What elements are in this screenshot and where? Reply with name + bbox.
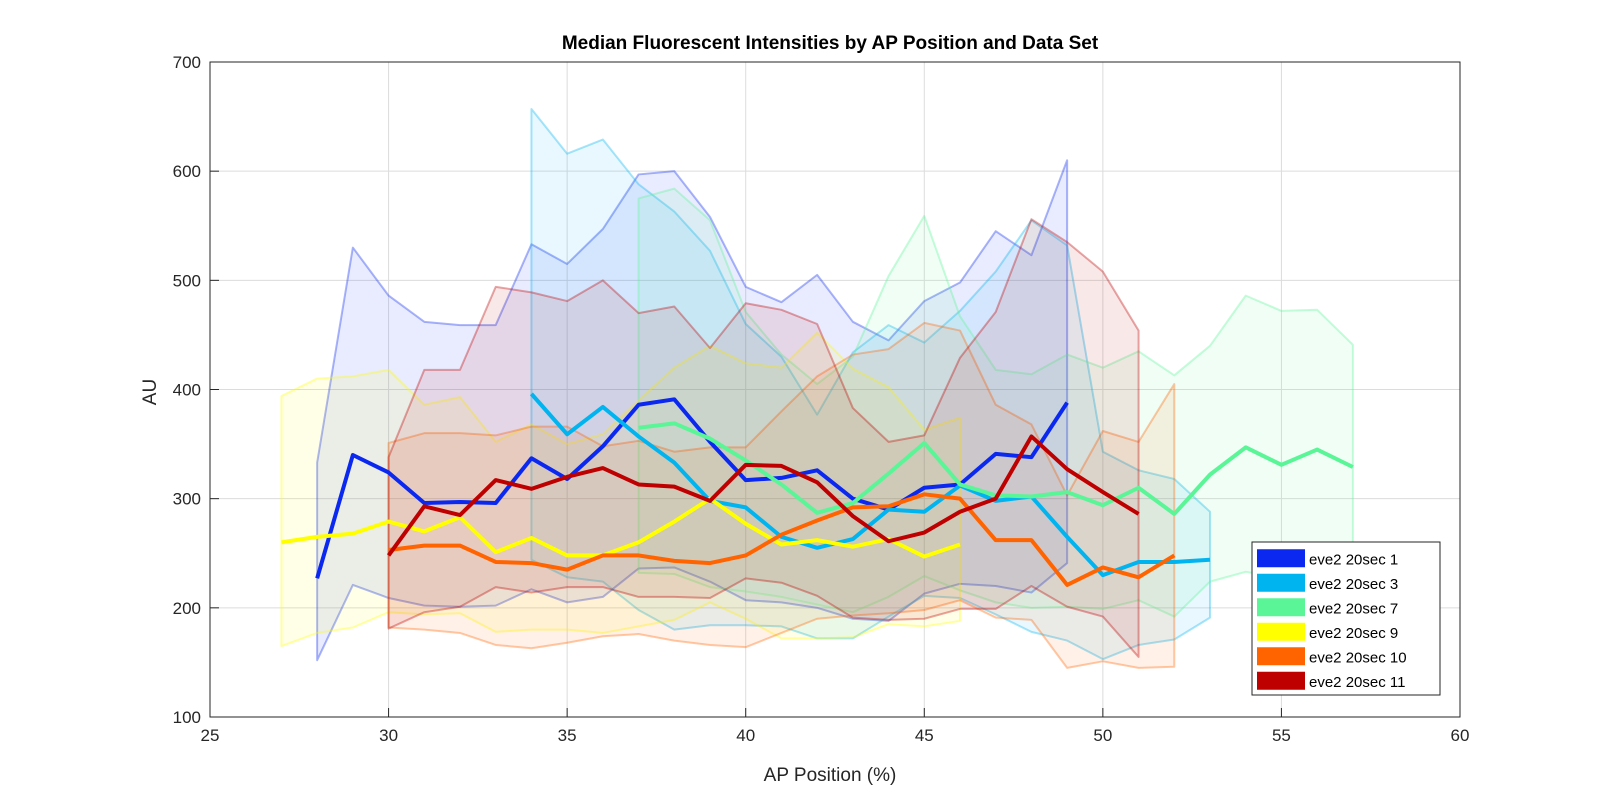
y-tick-label: 400 (173, 381, 201, 400)
x-tick-label: 30 (379, 726, 398, 745)
legend-swatch (1257, 549, 1305, 568)
y-tick-label: 600 (173, 162, 201, 181)
x-tick-label: 25 (201, 726, 220, 745)
confidence-band (387, 321, 1176, 669)
y-tick-label: 700 (173, 53, 201, 72)
legend-swatch (1257, 671, 1305, 690)
x-tick-label: 35 (558, 726, 577, 745)
series-line (386, 434, 1140, 557)
legend-label: eve2 20sec 11 (1309, 674, 1405, 691)
series-line (315, 397, 1069, 579)
x-tick-label: 45 (915, 726, 934, 745)
y-tick-label: 100 (173, 708, 201, 727)
y-tick-label: 500 (173, 271, 201, 290)
series-lines (281, 392, 1354, 587)
confidence-band (530, 107, 1211, 661)
confidence-bands (280, 107, 1354, 669)
y-axis-label: AU (140, 379, 161, 405)
legend-label: eve2 20sec 10 (1309, 649, 1407, 666)
y-tick-label: 300 (173, 490, 201, 509)
legend-label: eve2 20sec 3 (1309, 576, 1398, 593)
confidence-band (280, 331, 961, 648)
legend-swatch (1257, 573, 1305, 592)
chart-title: Median Fluorescent Intensities by AP Pos… (562, 33, 1099, 54)
legend-swatch (1257, 622, 1305, 641)
axis-ticks: 25 30 35 40 45 50 55 60 100 200 300 400 500 600 700 (173, 53, 1470, 745)
legend: eve2 20sec 1 eve2 20sec 3 eve2 20sec 7 eve2… (1251, 541, 1441, 696)
legend-box (1251, 541, 1441, 696)
x-tick-label: 60 (1451, 726, 1470, 745)
series-line (388, 492, 1176, 587)
x-axis-label: AP Position (%) (764, 765, 897, 786)
y-tick-label: 200 (173, 599, 201, 618)
legend-swatch (1257, 647, 1305, 666)
x-tick-label: 50 (1093, 726, 1112, 745)
series-line (281, 496, 961, 559)
legend-label: eve2 20sec 9 (1309, 625, 1398, 642)
legend-label: eve2 20sec 7 (1309, 600, 1398, 617)
legend-swatch (1257, 598, 1305, 617)
legend-label: eve2 20sec 1 (1309, 551, 1398, 568)
x-tick-label: 40 (736, 726, 755, 745)
x-tick-label: 55 (1272, 726, 1291, 745)
